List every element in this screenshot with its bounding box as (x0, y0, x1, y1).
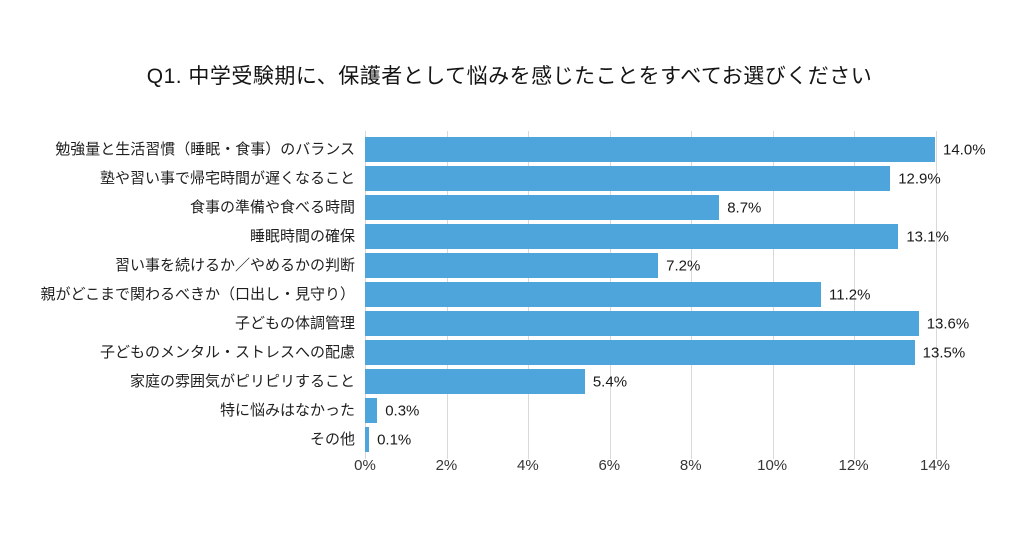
category-label: 勉強量と生活習慣（睡眠・食事）のバランス (55, 140, 355, 158)
chart-title: Q1. 中学受験期に、保護者として悩みを感じたことをすべてお選びください (146, 65, 873, 88)
bar-row: 子どものメンタル・ストレスへの配慮 13.5% (0, 338, 1019, 367)
x-axis: 0% 2% 4% 6% 8% 10% 12% 14% (0, 457, 1019, 479)
bar-row: 特に悩みはなかった 0.3% (0, 396, 1019, 425)
bar (365, 427, 370, 452)
bar-track: 8.7% (365, 195, 935, 220)
bar-track: 11.2% (365, 282, 935, 307)
bar (365, 311, 919, 336)
category-label: 子どものメンタル・ストレスへの配慮 (99, 343, 355, 361)
bar (365, 398, 378, 423)
gridline (936, 131, 937, 459)
bar-row: 子どもの体調管理 13.6% (0, 309, 1019, 338)
category-label: 塾や習い事で帰宅時間が遅くなること (99, 169, 355, 187)
bar (365, 253, 659, 278)
bar (365, 282, 821, 307)
category-label: 家庭の雰囲気がピリピリすること (129, 372, 355, 390)
category-label: 習い事を続けるか／やめるかの判断 (114, 256, 355, 274)
value-label: 0.1% (377, 431, 412, 448)
category-label: 子どもの体調管理 (234, 314, 355, 332)
bar (365, 369, 585, 394)
category-label: 睡眠時間の確保 (249, 227, 355, 245)
bar-track: 0.1% (365, 427, 935, 452)
bar (365, 166, 891, 191)
bar (365, 340, 915, 365)
x-tick-label: 14% (919, 457, 951, 474)
category-label: その他 (309, 430, 355, 448)
x-tick-label: 12% (838, 457, 869, 474)
x-tick-label: 8% (679, 457, 702, 474)
value-label: 13.5% (922, 344, 966, 361)
bar-track: 0.3% (365, 398, 935, 423)
bar (365, 224, 899, 249)
bar-row: 勉強量と生活習慣（睡眠・食事）のバランス 14.0% (0, 135, 1019, 164)
gridline (854, 131, 856, 459)
x-tick-label: 2% (435, 457, 458, 474)
bar (365, 137, 935, 162)
bar-row: 家庭の雰囲気がピリピリすること 5.4% (0, 367, 1019, 396)
bar (365, 195, 720, 220)
x-tick-label: 6% (598, 457, 621, 474)
bar-track: 14.0% (365, 137, 986, 162)
value-label: 14.0% (943, 141, 986, 158)
bar-row: 塾や習い事で帰宅時間が遅くなること 12.9% (0, 164, 1019, 193)
value-label: 13.6% (926, 315, 970, 332)
x-tick-label: 0% (354, 457, 376, 474)
bar-track: 12.9% (365, 166, 941, 191)
value-label: 0.3% (385, 402, 420, 419)
value-label: 7.2% (666, 257, 701, 274)
category-label: 親がどこまで関わるべきか（口出し・見守り） (40, 285, 355, 303)
value-label: 12.9% (898, 170, 941, 187)
bar-row: 睡眠時間の確保 13.1% (0, 222, 1019, 251)
bar-row: その他 0.1% (0, 425, 1019, 454)
bar-rows: 勉強量と生活習慣（睡眠・食事）のバランス 14.0% 塾や習い事で帰宅時間が遅くなる… (0, 135, 1019, 454)
bar-track: 13.1% (365, 224, 949, 249)
category-label: 特に悩みはなかった (219, 401, 355, 419)
value-label: 11.2% (829, 286, 871, 303)
bar-track: 7.2% (365, 253, 935, 278)
bar-track: 5.4% (365, 369, 935, 394)
category-label: 食事の準備や食べる時間 (189, 198, 355, 216)
value-label: 13.1% (906, 228, 949, 245)
value-label: 5.4% (592, 373, 628, 390)
bar-row: 習い事を続けるか／やめるかの判断 7.2% (0, 251, 1019, 280)
bar-row: 親がどこまで関わるべきか（口出し・見守り） 11.2% (0, 280, 1019, 309)
value-label: 8.7% (727, 199, 762, 216)
bar-track: 13.6% (365, 311, 969, 336)
bar-track: 13.5% (365, 340, 965, 365)
x-tick-label: 10% (757, 457, 788, 474)
x-tick-label: 4% (517, 457, 539, 474)
bar-row: 食事の準備や食べる時間 8.7% (0, 193, 1019, 222)
